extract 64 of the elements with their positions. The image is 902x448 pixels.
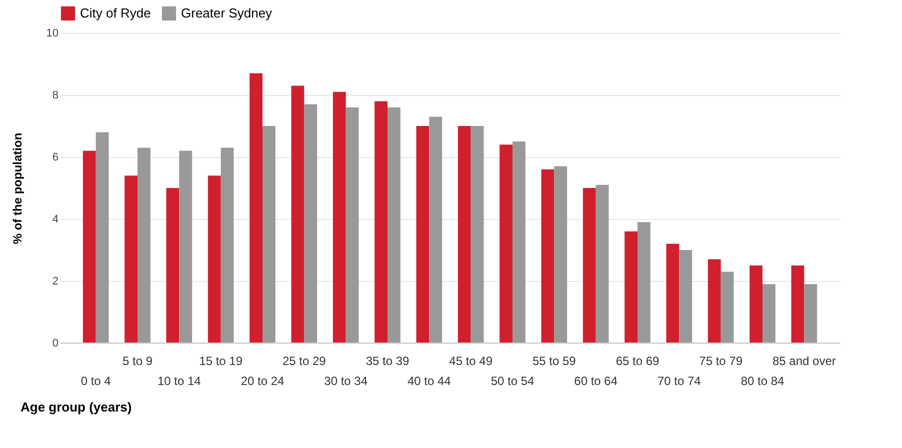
bar (166, 188, 180, 343)
bar (804, 284, 818, 343)
x-tick-label: 45 to 49 (449, 354, 493, 368)
x-tick-label: 65 to 69 (616, 354, 660, 368)
bar (541, 169, 554, 343)
bar (500, 144, 512, 343)
bar (791, 266, 804, 343)
bar (750, 266, 762, 343)
bar (220, 148, 234, 343)
y-tick-label: 2 (52, 276, 58, 288)
x-tick-label: 75 to 79 (699, 354, 743, 368)
bar (762, 284, 776, 343)
bar (666, 244, 680, 343)
x-tick-label: 35 to 39 (366, 354, 410, 368)
x-tick-label: 0 to 4 (80, 374, 112, 388)
bar (82, 150, 96, 343)
bar (388, 107, 400, 343)
bar (291, 86, 304, 343)
bar (346, 107, 359, 343)
x-tick-label: 80 to 84 (740, 374, 785, 388)
bar (304, 104, 318, 343)
bar (332, 92, 346, 343)
x-tick-label: 15 to 19 (199, 354, 243, 368)
x-tick-label: 10 to 14 (157, 374, 202, 388)
x-tick-label: 50 to 54 (490, 374, 535, 388)
bar (429, 116, 442, 343)
bar (470, 126, 484, 343)
x-tick-label: 70 to 74 (657, 374, 702, 388)
bar (554, 166, 568, 343)
bar (416, 126, 430, 343)
y-tick-label: 6 (52, 152, 58, 164)
legend-label: Greater Sydney (181, 5, 273, 20)
x-tick-label: 55 to 59 (532, 354, 576, 368)
x-tick-label: 5 to 9 (122, 354, 153, 368)
bar (708, 259, 721, 343)
x-tick-label: 25 to 29 (282, 354, 326, 368)
y-tick-label: 8 (52, 90, 58, 102)
x-tick-label: 30 to 34 (324, 374, 368, 388)
x-tick-label: 40 to 44 (407, 374, 452, 388)
bar (582, 188, 596, 343)
bar (124, 176, 138, 343)
x-axis-title: Age group (years) (20, 400, 132, 414)
bar (138, 148, 150, 343)
x-tick-label: 20 to 24 (240, 374, 285, 388)
y-tick-label: 0 (52, 338, 58, 350)
bar (374, 101, 388, 343)
bar (638, 222, 650, 343)
legend-label: City of Ryde (80, 5, 151, 20)
x-tick-label: 85 and over (772, 354, 836, 368)
bar (208, 176, 221, 343)
y-tick-label: 4 (52, 214, 58, 226)
bar (179, 150, 192, 343)
bar (596, 184, 609, 343)
bar (720, 272, 734, 343)
bar (458, 126, 471, 343)
bar (262, 126, 276, 343)
bar (679, 250, 692, 343)
bar (96, 132, 109, 343)
x-tick-label: 60 to 64 (574, 374, 618, 388)
bar (624, 231, 638, 343)
y-axis-title: % of the population (10, 132, 24, 244)
y-tick-label: 10 (46, 28, 58, 40)
bar (512, 142, 526, 343)
bar (250, 73, 262, 343)
